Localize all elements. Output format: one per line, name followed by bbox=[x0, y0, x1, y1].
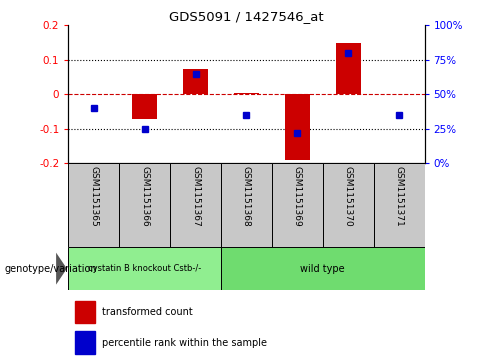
Bar bbox=[272, 163, 323, 247]
Bar bbox=[374, 163, 425, 247]
Bar bbox=[68, 247, 221, 290]
Bar bbox=[336, 42, 361, 94]
Bar bbox=[76, 301, 95, 323]
Bar bbox=[68, 163, 119, 247]
Text: GSM1151370: GSM1151370 bbox=[344, 166, 353, 227]
Polygon shape bbox=[56, 253, 67, 285]
Title: GDS5091 / 1427546_at: GDS5091 / 1427546_at bbox=[169, 10, 324, 23]
Text: percentile rank within the sample: percentile rank within the sample bbox=[102, 338, 267, 348]
Bar bbox=[76, 331, 95, 354]
Text: GSM1151367: GSM1151367 bbox=[191, 166, 200, 227]
Text: GSM1151369: GSM1151369 bbox=[293, 166, 302, 227]
Text: cystatin B knockout Cstb-/-: cystatin B knockout Cstb-/- bbox=[88, 264, 201, 273]
Bar bbox=[221, 247, 425, 290]
Text: GSM1151365: GSM1151365 bbox=[89, 166, 98, 227]
Bar bbox=[132, 94, 157, 118]
Text: GSM1151366: GSM1151366 bbox=[140, 166, 149, 227]
Bar bbox=[285, 94, 310, 160]
Bar bbox=[234, 93, 259, 94]
Text: transformed count: transformed count bbox=[102, 307, 193, 317]
Bar bbox=[170, 163, 221, 247]
Bar bbox=[119, 163, 170, 247]
Text: GSM1151368: GSM1151368 bbox=[242, 166, 251, 227]
Bar bbox=[183, 69, 208, 94]
Bar bbox=[221, 163, 272, 247]
Bar bbox=[323, 163, 374, 247]
Text: wild type: wild type bbox=[301, 264, 345, 274]
Text: GSM1151371: GSM1151371 bbox=[395, 166, 404, 227]
Text: genotype/variation: genotype/variation bbox=[5, 264, 98, 274]
